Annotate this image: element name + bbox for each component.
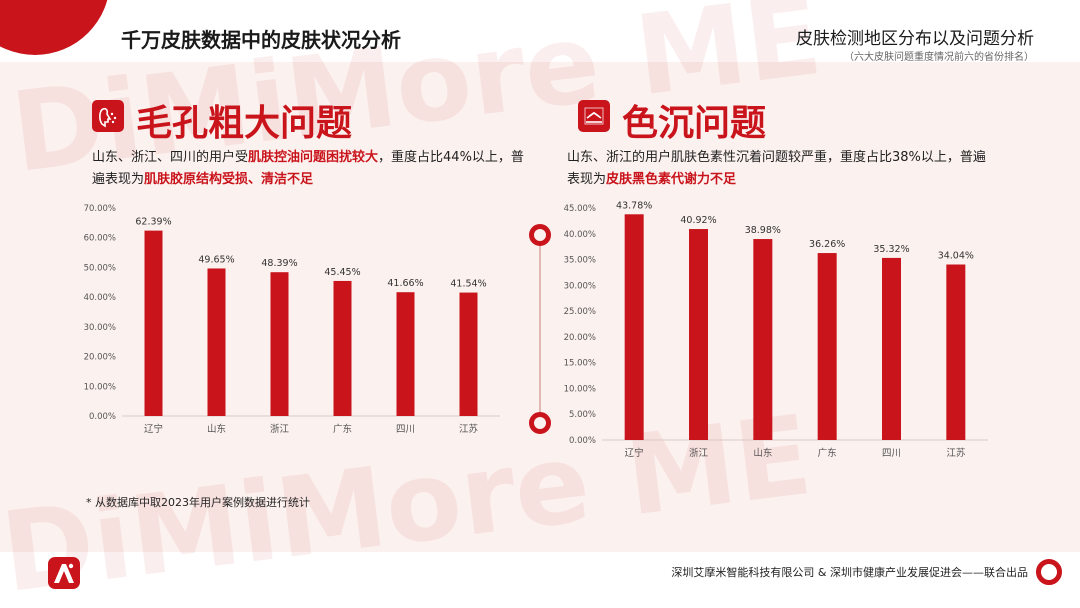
- y-tick-label: 20.00%: [564, 333, 596, 343]
- x-category-label: 广东: [333, 423, 352, 435]
- left-desc-highlight-1: 肌肤控油问题困扰较大: [248, 150, 379, 165]
- bar: [396, 292, 415, 416]
- right-section-heading: 色沉问题: [622, 103, 767, 144]
- pore-bar-chart: 0.00% 10.00% 20.00% 30.00% 40.00% 50.00% 60.00…: [84, 204, 500, 435]
- left-desc-highlight-2: 肌肤胶原结构受损、清洁不足: [144, 172, 314, 187]
- x-category-label: 辽宁: [625, 447, 644, 459]
- bar: [207, 268, 226, 416]
- bar: [624, 214, 644, 440]
- y-tick-label: 0.00%: [89, 412, 116, 422]
- y-tick-label: 60.00%: [84, 234, 116, 244]
- y-tick-label: 0.00%: [569, 436, 596, 446]
- bar-value-label: 38.98%: [745, 225, 781, 236]
- y-tick-label: 10.00%: [564, 384, 596, 394]
- y-tick-label: 5.00%: [569, 410, 596, 420]
- x-category-label: 江苏: [459, 423, 479, 435]
- pigmentation-bar-chart: 0.00% 5.00% 10.00% 15.00% 20.00% 25.00% 30.00%…: [564, 200, 988, 459]
- header-right-subtitle: （六大皮肤问题重度情况前六的省份排名）: [844, 52, 1034, 63]
- bar-value-label: 36.26%: [809, 239, 845, 250]
- left-desc-text-1: 山东、浙江、四川的用户受: [92, 150, 249, 165]
- y-tick-label: 45.00%: [564, 204, 596, 214]
- bar: [689, 229, 708, 440]
- bar-value-label: 40.92%: [680, 215, 716, 226]
- right-desc-highlight-1: 皮肤黑色素代谢力不足: [606, 172, 737, 187]
- left-section-description: 山东、浙江、四川的用户受肌肤控油问题困扰较大，重度占比44%以上，普遍表现为肌肤…: [92, 147, 532, 191]
- bar: [753, 239, 773, 440]
- bar-value-label: 35.32%: [873, 244, 909, 255]
- footer-credits: 深圳艾摩米智能科技有限公司 & 深圳市健康产业发展促进会——联合出品: [671, 566, 1028, 579]
- bar-value-label: 43.78%: [616, 200, 652, 211]
- bar-value-label: 62.39%: [135, 217, 171, 228]
- header-right-title: 皮肤检测地区分布以及问题分析: [796, 29, 1034, 49]
- y-tick-label: 10.00%: [84, 382, 116, 392]
- bar-value-label: 41.66%: [387, 278, 423, 289]
- section-divider: [539, 236, 541, 422]
- y-tick-label: 30.00%: [84, 323, 116, 333]
- y-tick-label: 25.00%: [564, 307, 596, 317]
- y-tick-label: 50.00%: [84, 263, 116, 273]
- x-category-label: 浙江: [270, 423, 290, 435]
- bar-value-label: 34.04%: [938, 251, 974, 262]
- divider-ring-top: [529, 224, 551, 246]
- right-desc-text-1: 山东、浙江的用户肌肤色素性沉着问题较严重，重度占比38%以上，普遍表现为: [567, 150, 986, 187]
- bar: [459, 292, 478, 416]
- y-tick-label: 70.00%: [84, 204, 116, 214]
- brand-logo: [48, 557, 80, 589]
- right-section-description: 山东、浙江的用户肌肤色素性沉着问题较严重，重度占比38%以上，普遍表现为皮肤黑色…: [567, 147, 997, 191]
- page-title: 千万皮肤数据中的皮肤状况分析: [121, 28, 401, 52]
- bar-value-label: 49.65%: [198, 254, 234, 265]
- bar: [946, 264, 966, 440]
- x-category-label: 广东: [818, 447, 837, 459]
- x-category-label: 山东: [753, 447, 772, 459]
- bar: [270, 272, 289, 416]
- bar: [333, 280, 352, 416]
- y-tick-label: 30.00%: [564, 281, 596, 291]
- x-category-label: 江苏: [946, 447, 966, 459]
- x-category-label: 四川: [396, 424, 415, 435]
- left-desc-text-2: ，重度占比44%以上，普遍表现为: [92, 150, 524, 187]
- bar-value-label: 45.45%: [324, 267, 360, 278]
- x-category-label: 辽宁: [144, 423, 163, 435]
- x-category-label: 山东: [207, 423, 226, 435]
- footnote: * 从数据库中取2023年用户案例数据进行统计: [86, 496, 310, 509]
- x-category-label: 浙江: [689, 447, 709, 459]
- pore-face-icon: [92, 100, 124, 132]
- bar: [144, 230, 163, 416]
- y-tick-label: 35.00%: [564, 256, 596, 266]
- pigmentation-icon: [578, 100, 610, 132]
- footer-ring: [1036, 559, 1062, 585]
- y-tick-label: 40.00%: [564, 230, 596, 240]
- divider-ring-bottom: [529, 412, 551, 434]
- bar: [817, 253, 837, 440]
- corner-decoration: [0, 0, 110, 55]
- left-section-heading: 毛孔粗大问题: [136, 103, 353, 144]
- bar-value-label: 48.39%: [261, 258, 297, 269]
- y-tick-label: 15.00%: [564, 359, 596, 369]
- y-tick-label: 40.00%: [84, 293, 116, 303]
- bar-value-label: 41.54%: [450, 279, 486, 290]
- x-category-label: 四川: [882, 448, 901, 459]
- bar: [882, 257, 901, 440]
- y-tick-label: 20.00%: [84, 353, 116, 363]
